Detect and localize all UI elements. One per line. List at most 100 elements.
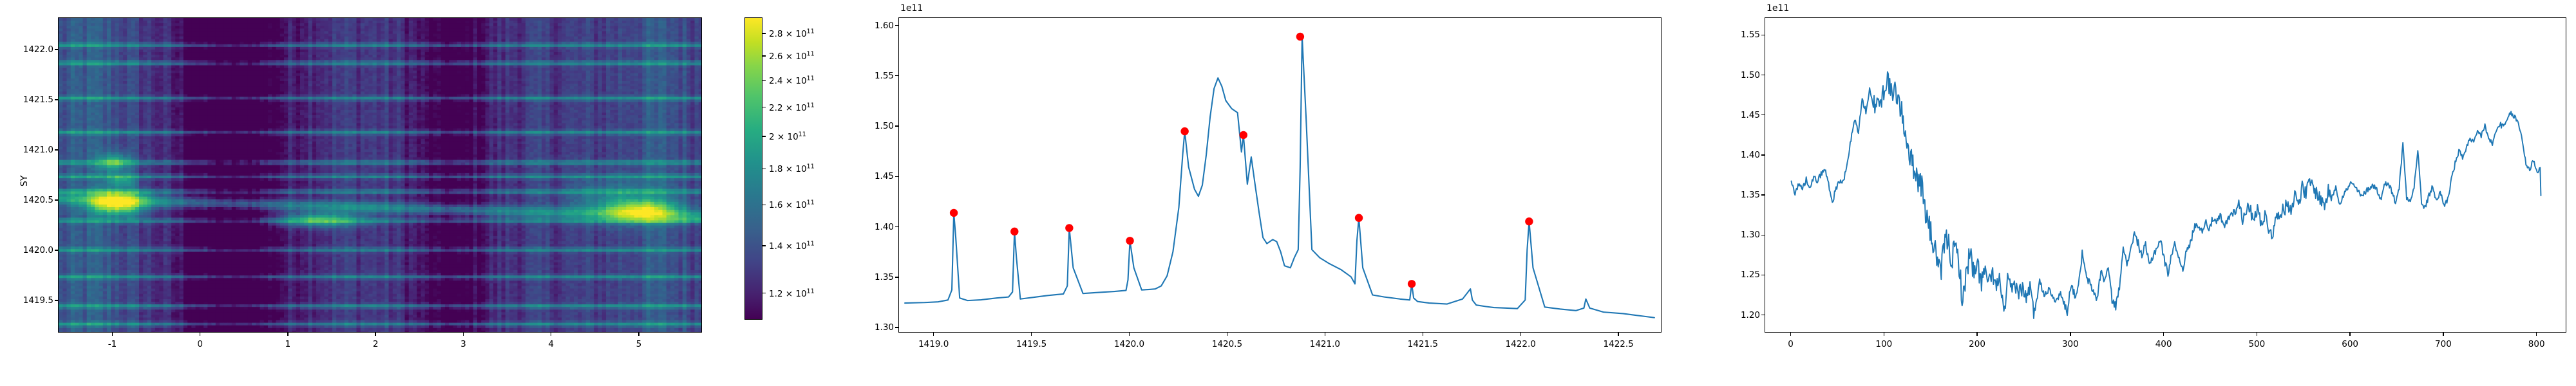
x-tick-label: 5 [636,339,642,349]
peak-marker [1525,217,1533,226]
y-tick-mark [55,199,58,201]
colorbar-tick-label: 2.6 × 1011 [769,50,815,62]
x-tick-label: 400 [2155,339,2172,349]
colorbar-gradient [744,17,762,320]
colorbar-tick-label: 1.2 × 1011 [769,287,815,299]
x-tick-label: 300 [2061,339,2079,349]
spectrum-panel: 1e11 1.30 1.35 1.40 1.45 1.50 1.55 1.60 1419.0… [857,0,1694,386]
timeseries-panel: 1e11 1.20 1.25 1.30 1.35 1.40 1.45 1.50 1.55 0 1… [1700,0,2576,386]
x-tick-mark [462,333,464,336]
y-tick-label: 1.30 [1740,230,1760,241]
x-tick-mark [1030,333,1032,336]
y-tick-label: 1.35 [874,271,894,282]
x-tick-label: 0 [197,339,203,349]
x-tick-label: 0 [1788,339,1794,349]
x-tick-mark [933,333,934,336]
x-tick-label: 2 [372,339,379,349]
colorbar-tick-mark [762,245,766,246]
colorbar-tick-mark [762,80,766,81]
spectrum-offset-text: 1e11 [900,3,923,14]
y-tick-mark [55,99,58,100]
colorbar-tick-label: 1.8 × 1011 [769,163,815,175]
peak-marker [1126,237,1134,245]
y-tick-mark [895,125,898,127]
x-tick-mark [1128,333,1130,336]
heatmap-ylabel: SY [19,175,30,187]
x-tick-label: 100 [1875,339,1893,349]
peak-marker [1239,131,1247,140]
x-tick-mark [2163,333,2164,336]
spectrum-axes [898,17,1662,333]
peak-marker [1065,224,1074,232]
y-tick-label: 1.45 [874,171,894,182]
colorbar-tick-mark [762,55,766,57]
y-tick-mark [1761,154,1765,156]
y-tick-mark [895,24,898,26]
heatmap-image [59,18,701,332]
heatmap-canvas [59,18,701,332]
x-tick-label: 1422.0 [1505,339,1536,349]
y-tick-label: 1419.5 [23,295,53,306]
x-tick-mark [1976,333,1978,336]
y-tick-label: 1.60 [874,20,894,31]
y-tick-label: 1.40 [874,221,894,232]
y-tick-label: 1.45 [1740,109,1760,120]
spectrum-canvas [904,32,1655,318]
x-tick-label: 1420.0 [1113,339,1145,349]
x-tick-label: 1420.5 [1211,339,1243,349]
x-tick-mark [638,333,639,336]
y-tick-mark [895,75,898,77]
x-tick-label: 1419.0 [918,339,949,349]
colorbar-tick-label: 2 × 1011 [769,131,806,142]
x-tick-mark [1520,333,1521,336]
y-tick-mark [55,49,58,50]
x-tick-label: 1419.5 [1016,339,1047,349]
x-tick-label: 1422.5 [1603,339,1634,349]
x-tick-label: 600 [2342,339,2359,349]
x-tick-label: 700 [2435,339,2452,349]
peak-marker [1296,32,1305,41]
x-tick-mark [111,333,113,336]
y-tick-label: 1421.0 [23,144,53,155]
timeseries-canvas [1790,71,2542,319]
peak-marker [949,208,958,217]
peak-marker [1180,127,1189,136]
y-tick-mark [55,149,58,151]
x-tick-mark [287,333,289,336]
y-tick-mark [1761,194,1765,196]
y-tick-label: 1420.0 [23,245,53,256]
y-tick-mark [895,176,898,178]
peak-marker [1010,227,1019,236]
x-tick-mark [2349,333,2351,336]
x-tick-mark [1790,333,1792,336]
y-tick-label: 1.50 [1740,69,1760,80]
colorbar-tick-label: 2.2 × 1011 [769,102,815,113]
y-tick-mark [895,226,898,228]
colorbar-tick-label: 2.8 × 1011 [769,28,815,39]
peak-marker [1407,280,1416,288]
y-tick-label: 1.55 [874,70,894,81]
y-tick-label: 1.30 [874,322,894,333]
heatmap-panel: 1419.5 1420.0 1420.5 1421.0 1421.5 1422.0 -1 0… [0,0,741,386]
timeseries-offset-text: 1e11 [1766,3,1790,14]
heatmap-axes [58,17,702,333]
y-tick-label: 1.55 [1740,30,1760,41]
x-tick-label: 200 [1969,339,1985,349]
x-tick-label: 1 [285,339,291,349]
y-tick-label: 1421.5 [23,94,53,105]
y-tick-label: 1.25 [1740,270,1760,280]
x-tick-label: 3 [460,339,466,349]
x-tick-label: -1 [108,339,117,349]
colorbar-panel: 1.2 × 1011 1.4 × 1011 1.6 × 1011 1.8 × 1011… [734,0,895,386]
x-tick-label: 1421.0 [1309,339,1340,349]
x-tick-mark [2535,333,2537,336]
peak-marker [1354,214,1363,222]
x-tick-label: 800 [2528,339,2545,349]
x-tick-label: 500 [2248,339,2266,349]
x-tick-label: 1421.5 [1407,339,1438,349]
y-tick-label: 1.35 [1740,190,1760,201]
y-tick-label: 1422.0 [23,44,53,55]
colorbar-tick-label: 1.6 × 1011 [769,199,815,211]
y-tick-label: 1420.5 [23,195,53,205]
